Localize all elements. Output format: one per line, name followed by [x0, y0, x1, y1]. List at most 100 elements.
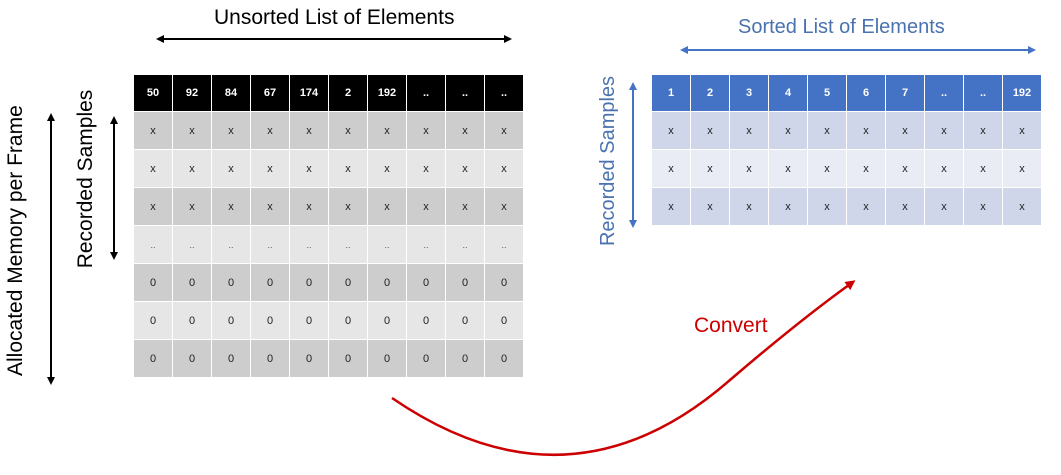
unsorted-cell: x	[289, 149, 329, 188]
unsorted-cell: ..	[133, 225, 173, 264]
unsorted-cell: 0	[367, 339, 407, 378]
unsorted-cell: 0	[172, 339, 212, 378]
sorted-cell: x	[963, 111, 1003, 150]
sorted-header-cell: 2	[690, 74, 730, 112]
unsorted-cell: x	[133, 111, 173, 150]
unsorted-cell: 0	[484, 339, 524, 378]
sorted-cell: x	[651, 149, 691, 188]
unsorted-cell: 0	[406, 339, 446, 378]
unsorted-cell: x	[328, 149, 368, 188]
unsorted-memory-table: 50 92 84 67 174 2 192...... x x x x x x x x x x x x x x x x x x x…	[133, 74, 524, 378]
sorted-cell: x	[651, 111, 691, 150]
convert-arrow	[391, 280, 856, 456]
unsorted-cell: 0	[406, 263, 446, 302]
unsorted-cell: 0	[289, 339, 329, 378]
unsorted-cell: 0	[484, 263, 524, 302]
unsorted-row: ....................	[133, 225, 524, 264]
sorted-header-cell: ..	[924, 74, 964, 112]
unsorted-cell: x	[484, 187, 524, 226]
unsorted-cell: 0	[211, 301, 251, 340]
sorted-cell: x	[768, 111, 808, 150]
unsorted-cell: 0	[211, 339, 251, 378]
unsorted-cell: ..	[211, 225, 251, 264]
unsorted-cell: 0	[133, 301, 173, 340]
sorted-cell: x	[807, 187, 847, 226]
unsorted-cell: 0	[445, 339, 485, 378]
sorted-cell: x	[651, 187, 691, 226]
sorted-header-cell: ..	[963, 74, 1003, 112]
sorted-cell: x	[729, 111, 769, 150]
unsorted-cell: ..	[484, 225, 524, 264]
sorted-cell: x	[924, 187, 964, 226]
unsorted-cell: x	[484, 149, 524, 188]
unsorted-cell: x	[328, 187, 368, 226]
sorted-cell: x	[807, 111, 847, 150]
unsorted-cell: 0	[289, 301, 329, 340]
unsorted-cell: 0	[250, 339, 290, 378]
unsorted-header-cell: 67	[250, 74, 290, 112]
unsorted-header-cell: 2	[328, 74, 368, 112]
unsorted-cell: x	[211, 187, 251, 226]
unsorted-cell: x	[211, 149, 251, 188]
sorted-cell: x	[1002, 187, 1042, 226]
sorted-cell: x	[690, 149, 730, 188]
sorted-cell: x	[768, 149, 808, 188]
unsorted-cell: x	[172, 187, 212, 226]
unsorted-cell: x	[445, 149, 485, 188]
sorted-header-cell: 192	[1002, 74, 1042, 112]
unsorted-cell: 0	[133, 339, 173, 378]
unsorted-title: Unsorted List of Elements	[214, 6, 455, 29]
sorted-header-cell: 6	[846, 74, 886, 112]
unsorted-cell: 0	[367, 263, 407, 302]
unsorted-cell: 0	[328, 301, 368, 340]
sorted-header-cell: 7	[885, 74, 925, 112]
sorted-cell: x	[924, 111, 964, 150]
unsorted-cell: 0	[211, 263, 251, 302]
sorted-cell: x	[846, 111, 886, 150]
sorted-samples-table: 1 2 3 4 5 6 7.... 192 x x x x x x x x x x x x x x x x x x x x x x x x x x…	[651, 74, 1042, 226]
unsorted-cell: 0	[172, 263, 212, 302]
unsorted-header-cell: ..	[445, 74, 485, 112]
unsorted-header-row: 50 92 84 67 174 2 192......	[133, 74, 524, 112]
unsorted-header-cell: 50	[133, 74, 173, 112]
unsorted-cell: ..	[289, 225, 329, 264]
sorted-cell: x	[924, 149, 964, 188]
unsorted-cell: 0	[484, 301, 524, 340]
unsorted-cell: 0	[445, 301, 485, 340]
sorted-cell: x	[963, 149, 1003, 188]
unsorted-cell: 0	[445, 263, 485, 302]
sorted-cell: x	[729, 187, 769, 226]
unsorted-cell: x	[211, 111, 251, 150]
unsorted-cell: ..	[328, 225, 368, 264]
sorted-title: Sorted List of Elements	[738, 16, 945, 38]
unsorted-cell: x	[406, 149, 446, 188]
unsorted-cell: 0	[328, 263, 368, 302]
sorted-cell: x	[1002, 149, 1042, 188]
sorted-cell: x	[690, 187, 730, 226]
unsorted-cell: x	[250, 111, 290, 150]
sorted-cell: x	[846, 187, 886, 226]
unsorted-header-cell: 84	[211, 74, 251, 112]
unsorted-cell: ..	[406, 225, 446, 264]
sorted-header-row: 1 2 3 4 5 6 7.... 192	[651, 74, 1042, 112]
unsorted-cell: ..	[445, 225, 485, 264]
unsorted-cell: x	[484, 111, 524, 150]
sorted-cell: x	[963, 187, 1003, 226]
unsorted-cell: x	[367, 149, 407, 188]
unsorted-cell: x	[367, 111, 407, 150]
unsorted-cell: 0	[133, 263, 173, 302]
unsorted-cell: 0	[172, 301, 212, 340]
unsorted-cell: 0	[406, 301, 446, 340]
convert-label: Convert	[694, 314, 768, 337]
unsorted-cell: x	[367, 187, 407, 226]
unsorted-cell: ..	[172, 225, 212, 264]
unsorted-cell: x	[289, 111, 329, 150]
unsorted-cell: x	[172, 111, 212, 150]
